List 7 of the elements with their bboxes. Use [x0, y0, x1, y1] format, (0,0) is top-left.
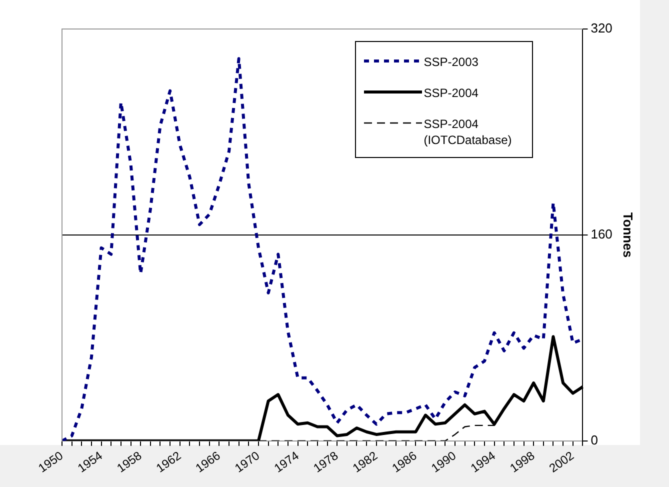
- y-tick-label: 320: [590, 20, 612, 36]
- legend-label: SSP-2003: [424, 54, 478, 71]
- legend-label: SSP-2004 (IOTCDatabase): [424, 116, 513, 150]
- y-tick-label: 0: [590, 432, 598, 448]
- y-tick-label: 160: [590, 226, 612, 242]
- y-axis-title: Tonnes: [620, 212, 636, 258]
- legend-label: SSP-2004: [424, 84, 478, 102]
